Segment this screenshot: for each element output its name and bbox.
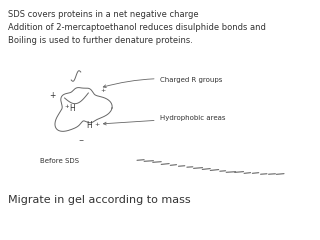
Text: SDS covers proteins in a net negative charge: SDS covers proteins in a net negative ch… bbox=[8, 10, 198, 19]
Text: H: H bbox=[86, 120, 92, 130]
Text: Charged R groups: Charged R groups bbox=[103, 77, 222, 88]
Text: Boiling is used to further denature proteins.: Boiling is used to further denature prot… bbox=[8, 36, 192, 45]
Text: Migrate in gel according to mass: Migrate in gel according to mass bbox=[8, 195, 190, 205]
Text: Addition of 2-mercaptoethanol reduces disulphide bonds and: Addition of 2-mercaptoethanol reduces di… bbox=[8, 23, 266, 32]
Text: $^+$H: $^+$H bbox=[63, 102, 77, 114]
Text: +: + bbox=[49, 90, 55, 100]
Text: −: − bbox=[78, 138, 83, 143]
Text: Hydrophobic areas: Hydrophobic areas bbox=[103, 115, 225, 125]
Text: Before SDS: Before SDS bbox=[40, 158, 79, 164]
Text: +: + bbox=[100, 88, 105, 92]
Text: +: + bbox=[94, 121, 100, 126]
